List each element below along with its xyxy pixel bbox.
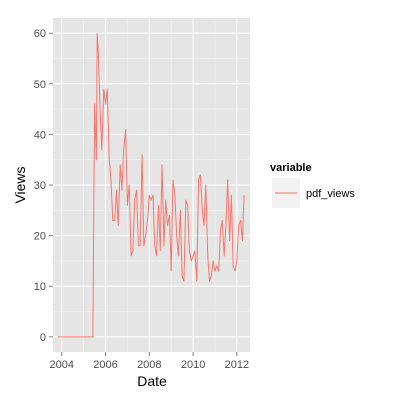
series-line-pdf_views	[58, 32, 245, 338]
x-axis: 2004 2006 2008 2010 2012	[50, 352, 249, 371]
legend: variable pdf_views	[270, 162, 355, 208]
y-tick-label: 0	[40, 332, 46, 344]
y-tick-label: 60	[34, 28, 46, 40]
x-tick-label: 2012	[225, 359, 249, 371]
legend-title: variable	[270, 162, 312, 174]
y-axis-title: Views	[12, 166, 28, 203]
y-tick-label: 20	[34, 231, 46, 243]
major-grid	[53, 18, 250, 352]
series-layer	[58, 32, 245, 338]
y-tick-label: 30	[34, 180, 46, 192]
y-axis: 0 10 20 30 40 50 60	[34, 28, 53, 344]
x-tick-label: 2006	[93, 359, 117, 371]
y-tick-label: 10	[34, 281, 46, 293]
x-tick-label: 2008	[137, 359, 161, 371]
x-axis-title: Date	[137, 373, 167, 389]
x-tick-label: 2010	[181, 359, 205, 371]
y-tick-label: 50	[34, 79, 46, 91]
y-tick-label: 40	[34, 129, 46, 141]
x-tick-label: 2004	[50, 359, 74, 371]
legend-label: pdf_views	[306, 188, 355, 200]
